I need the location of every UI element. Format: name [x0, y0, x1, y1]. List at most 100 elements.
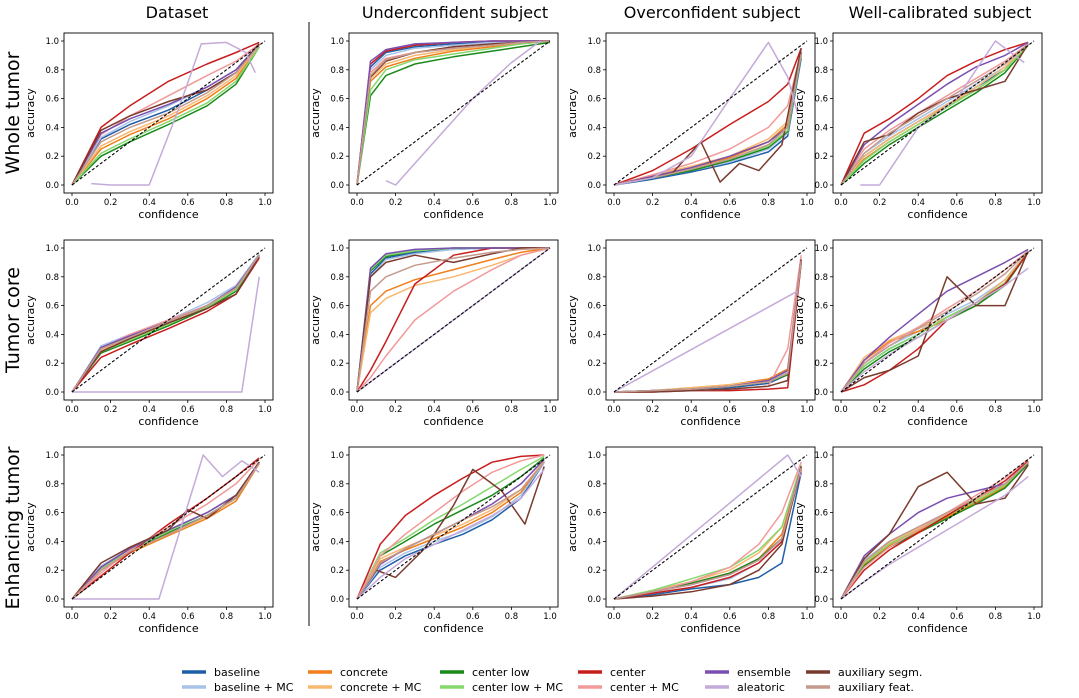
series-line-center — [840, 41, 1029, 186]
legend-item-ensemble: ensemble — [705, 666, 791, 679]
legend-item-center-low: center low — [440, 666, 530, 679]
y-tick-label: 0.0 — [330, 388, 344, 398]
y-tick-label: 0.8 — [330, 480, 344, 490]
x-axis-label: confidence — [680, 208, 740, 221]
x-tick-label: 0.4 — [911, 612, 925, 622]
series-line-ensemble — [613, 259, 802, 393]
x-tick-label: 1.0 — [543, 612, 557, 622]
y-tick-label: 0.4 — [330, 537, 344, 547]
series-line-concrete — [613, 259, 802, 393]
x-tick-label: 0.6 — [950, 198, 964, 208]
x-tick-label: 0.2 — [646, 198, 660, 208]
series-line-center-mc — [840, 43, 1029, 186]
y-tick-label: 1.0 — [814, 37, 828, 47]
y-tick-label: 0.8 — [814, 273, 828, 283]
calibration-diagonal — [71, 454, 266, 600]
axes-frame — [348, 446, 559, 608]
series-line-concrete — [71, 44, 260, 186]
series-line-auxiliary-feat — [356, 247, 551, 393]
legend-label: center low + MC — [472, 681, 563, 694]
y-tick-label: 1.0 — [814, 244, 828, 254]
series-line-center — [614, 262, 802, 393]
x-tick-label: 0.2 — [646, 612, 660, 622]
y-tick-label: 0.4 — [45, 330, 59, 340]
legend-label: concrete — [340, 666, 388, 679]
axes-frame — [832, 32, 1043, 194]
legend-item-center-mc: center + MC — [578, 681, 679, 694]
series-line-center — [356, 454, 545, 600]
legend-item-auxiliary-segm: auxiliary segm. — [806, 666, 922, 679]
x-axis-label: confidence — [907, 415, 967, 428]
series-line-ensemble — [840, 461, 1029, 600]
x-tick-label: 0.6 — [466, 405, 480, 415]
y-tick-label: 0.4 — [45, 537, 59, 547]
legend-item-auxiliary-feat: auxiliary feat. — [806, 681, 914, 694]
series-line-center-low — [840, 44, 1029, 186]
series-line-center — [71, 457, 260, 600]
series-line-auxiliary-segm — [71, 256, 260, 393]
series-line-aleatoric — [840, 267, 1029, 393]
x-tick-label: 0.6 — [181, 612, 195, 622]
panel-enhancing-tumor-overconfident-subject: 0.0 0.0 0.2 0.2 0.4 0.4 0.6 0.6 0.8 0.8 1.0 1.0 conf… — [566, 446, 816, 635]
y-tick-label: 1.0 — [45, 37, 59, 47]
y-tick-label: 0.6 — [330, 95, 344, 105]
x-tick-label: 0.8 — [220, 198, 234, 208]
legend-label: auxiliary feat. — [838, 681, 914, 694]
y-tick-label: 0.6 — [587, 302, 601, 312]
calibration-diagonal — [71, 247, 266, 393]
legend-item-concrete: concrete — [308, 666, 388, 679]
panel-enhancing-tumor-dataset: 0.0 0.0 0.2 0.2 0.4 0.4 0.6 0.6 0.8 0.8 1.0 1.0 conf… — [24, 446, 274, 635]
legend-label: center — [610, 666, 646, 679]
panel-tumor-core-well-calibrated-subject: 0.0 0.0 0.2 0.2 0.4 0.4 0.6 0.6 0.8 0.8 1.0 1.0 conf… — [793, 239, 1043, 428]
y-tick-label: 0.0 — [587, 388, 601, 398]
y-tick-label: 1.0 — [330, 451, 344, 461]
calibration-diagonal — [71, 40, 266, 186]
y-tick-label: 1.0 — [587, 244, 601, 254]
x-tick-label: 0.4 — [684, 405, 698, 415]
series-line-center-low — [356, 457, 545, 600]
y-tick-label: 0.8 — [814, 66, 828, 76]
x-tick-label: 1.0 — [543, 405, 557, 415]
x-tick-label: 0.2 — [389, 612, 403, 622]
legend-label: aleatoric — [737, 681, 785, 694]
y-tick-label: 0.2 — [330, 566, 344, 576]
series-line-auxiliary-segm — [356, 247, 550, 393]
x-tick-label: 1.0 — [258, 612, 272, 622]
y-tick-label: 1.0 — [814, 451, 828, 461]
legend-item-center: center — [578, 666, 646, 679]
x-axis-label: confidence — [423, 622, 483, 635]
y-axis-label: accuracy — [793, 88, 806, 138]
series-line-baseline — [613, 58, 802, 186]
panel-enhancing-tumor-well-calibrated-subject: 0.0 0.0 0.2 0.2 0.4 0.4 0.6 0.6 0.8 0.8 1.0 1.0 conf… — [793, 446, 1043, 635]
y-tick-label: 0.0 — [45, 181, 59, 191]
legend-label: center + MC — [610, 681, 679, 694]
panel-whole-tumor-dataset: 0.0 0.0 0.2 0.2 0.4 0.4 0.6 0.6 0.8 0.8 1.0 1.0 conf… — [24, 32, 274, 221]
x-tick-label: 0.4 — [911, 405, 925, 415]
calibration-diagonal — [840, 40, 1035, 186]
series-line-concrete-mc — [840, 251, 1029, 393]
x-tick-label: 0.2 — [104, 612, 118, 622]
y-axis-label: accuracy — [24, 88, 37, 138]
axes-frame — [63, 239, 274, 401]
x-tick-label: 0.2 — [873, 612, 887, 622]
calibration-diagonal — [613, 454, 808, 600]
panel-enhancing-tumor-underconfident-subject: 0.0 0.0 0.2 0.2 0.4 0.4 0.6 0.6 0.8 0.8 1.0 1.0 conf… — [309, 446, 559, 635]
y-tick-label: 0.4 — [587, 123, 601, 133]
x-tick-label: 0.6 — [950, 405, 964, 415]
series-line-aleatoric — [613, 454, 802, 600]
legend-item-center-low-mc: center low + MC — [440, 681, 563, 694]
y-tick-label: 1.0 — [330, 244, 344, 254]
axes-frame — [605, 239, 816, 401]
x-axis-label: confidence — [680, 622, 740, 635]
y-tick-label: 0.0 — [814, 595, 828, 605]
column-title-dataset: Dataset — [146, 3, 209, 22]
y-axis-label: accuracy — [793, 295, 806, 345]
x-axis-label: confidence — [423, 208, 483, 221]
y-tick-label: 0.8 — [330, 273, 344, 283]
x-tick-label: 1.0 — [1027, 405, 1041, 415]
series-line-center-low — [840, 463, 1029, 600]
x-tick-label: 0.0 — [607, 405, 621, 415]
x-tick-label: 1.0 — [258, 405, 272, 415]
x-tick-label: 1.0 — [258, 198, 272, 208]
series-line-center-mc — [356, 247, 551, 393]
